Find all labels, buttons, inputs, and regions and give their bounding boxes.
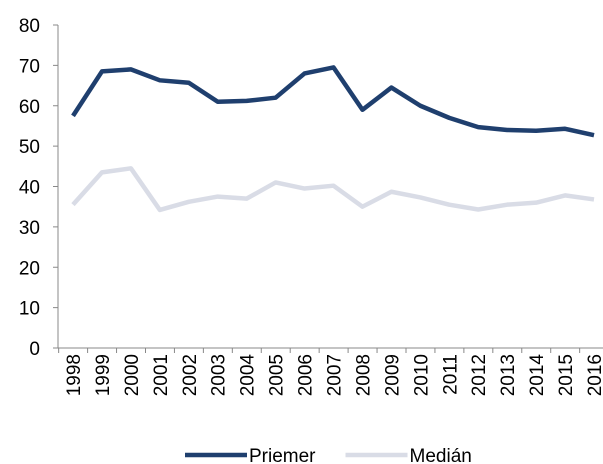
x-tick-label: 2001 bbox=[151, 354, 172, 396]
line-series bbox=[71, 166, 595, 213]
x-tick-label: 2007 bbox=[325, 354, 346, 396]
y-tick-label: 20 bbox=[19, 258, 40, 279]
x-tick-label: 2004 bbox=[238, 354, 259, 397]
x-tick-label: 2005 bbox=[267, 354, 288, 396]
legend-label: Priemer bbox=[249, 446, 316, 464]
x-tick-label: 2003 bbox=[209, 354, 230, 396]
y-tick-label: 70 bbox=[19, 56, 40, 77]
x-tick-label: 1999 bbox=[93, 354, 114, 396]
y-tick-label: 30 bbox=[19, 218, 40, 239]
line-series bbox=[71, 65, 595, 138]
x-tick-label: 2014 bbox=[527, 354, 548, 397]
x-tick-label: 2012 bbox=[469, 354, 490, 396]
y-tick-label: 40 bbox=[19, 178, 40, 199]
x-tick-label: 2011 bbox=[440, 354, 461, 395]
y-tick-label: 50 bbox=[19, 137, 40, 158]
x-tick-label: 2002 bbox=[180, 354, 201, 396]
x-tick-label: 1998 bbox=[64, 354, 85, 396]
y-tick-label: 10 bbox=[19, 299, 40, 320]
y-tick-label: 80 bbox=[19, 16, 40, 37]
x-tick-label: 2009 bbox=[382, 354, 403, 396]
y-tick-label: 0 bbox=[29, 339, 40, 360]
x-tick-label: 2008 bbox=[353, 354, 374, 396]
x-tick-label: 2013 bbox=[498, 354, 519, 396]
x-tick-label: 2015 bbox=[556, 354, 577, 396]
x-tick-label: 2016 bbox=[585, 354, 603, 396]
y-tick-label: 60 bbox=[19, 97, 40, 118]
x-tick-label: 2000 bbox=[122, 354, 143, 396]
x-tick-label: 2010 bbox=[411, 354, 432, 396]
legend-label: Medián bbox=[410, 446, 472, 464]
x-tick-label: 2006 bbox=[296, 354, 317, 396]
